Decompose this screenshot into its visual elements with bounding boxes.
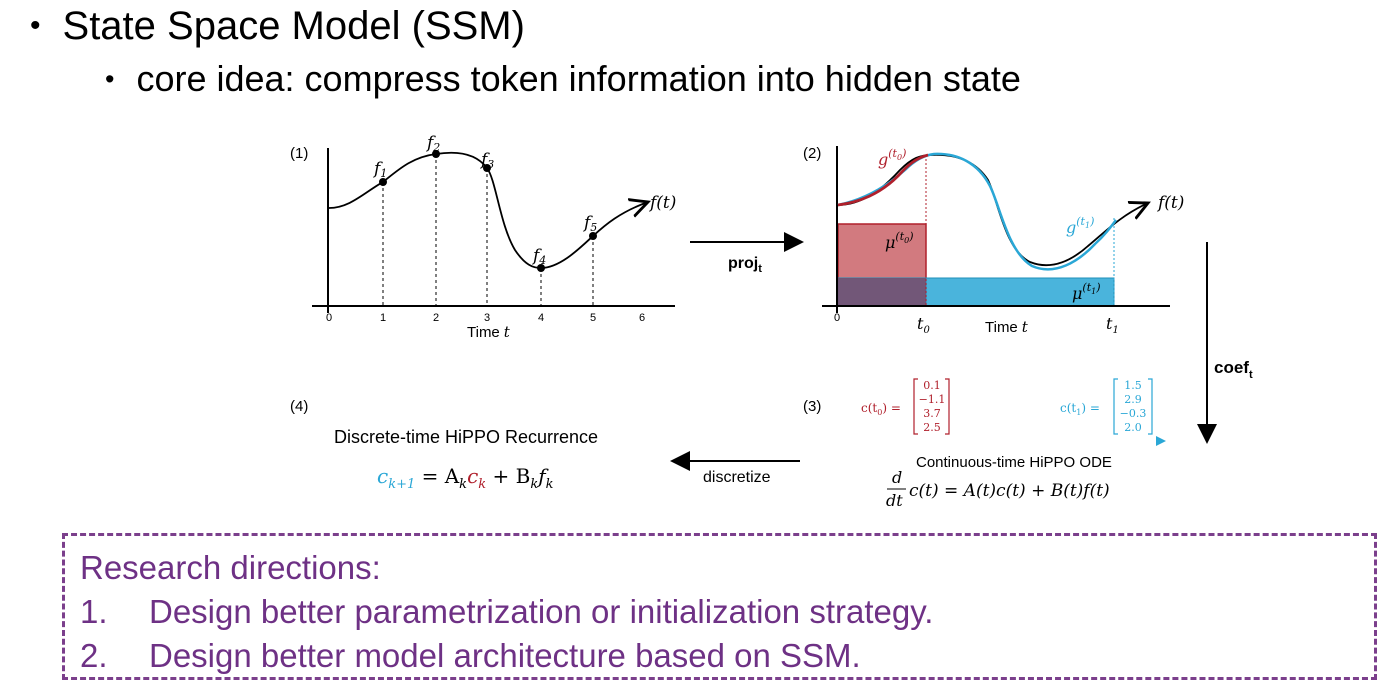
c-t0-label: c(t0) = bbox=[861, 401, 901, 417]
svg-text:1: 1 bbox=[380, 312, 386, 324]
panel-3-label: (3) bbox=[803, 398, 821, 415]
research-item-number: 1. bbox=[80, 593, 108, 630]
panel-3: (3) c(t0) = 0.1 −1.1 3.7 2.5 c(t1) = 1.5… bbox=[803, 378, 1166, 510]
x-ticks: 0 1 2 3 4 5 6 bbox=[326, 312, 645, 324]
research-item-text: Design better parametrization or initial… bbox=[149, 593, 934, 630]
c-t0-vector: 0.1 −1.1 3.7 2.5 bbox=[919, 379, 946, 434]
c-t0-bracket-right bbox=[945, 378, 950, 435]
svg-text:4: 4 bbox=[538, 312, 544, 324]
research-item: 2. Design better model architecture base… bbox=[80, 634, 1374, 678]
sample-labels: f1 f2 f3 f4 f5 bbox=[372, 133, 597, 267]
research-item-text: Design better model architecture based o… bbox=[149, 637, 861, 674]
sub-bullet-text: core idea: compress token information in… bbox=[136, 58, 1021, 99]
recurrence-title: Discrete-time HiPPO Recurrence bbox=[334, 427, 598, 447]
panel-2-label: (2) bbox=[803, 145, 821, 162]
c-t1-bracket-right bbox=[1148, 378, 1153, 435]
discretize-arrow: discretize bbox=[670, 451, 800, 486]
mu-t0-label: μ(t0) bbox=[885, 230, 914, 252]
research-directions-box: Research directions: 1. Design better pa… bbox=[62, 533, 1377, 680]
recurrence-equation: ck+1 = Akck + Bkfk bbox=[377, 464, 554, 492]
svg-text:−0.3: −0.3 bbox=[1120, 407, 1147, 420]
svg-text:−1.1: −1.1 bbox=[919, 393, 946, 406]
ode-d: d bbox=[892, 468, 902, 487]
research-item-number: 2. bbox=[80, 637, 108, 674]
svg-text:f4: f4 bbox=[531, 246, 546, 267]
svg-text:0.1: 0.1 bbox=[923, 379, 941, 392]
c-t1-vector: 1.5 2.9 −0.3 2.0 bbox=[1120, 379, 1147, 434]
svg-text:f5: f5 bbox=[582, 213, 597, 234]
tick-t1: t1 bbox=[1106, 314, 1119, 336]
g-t1-label: g(t1) bbox=[1066, 215, 1094, 237]
bullet-dot: • bbox=[105, 63, 115, 94]
panel-1-label: (1) bbox=[290, 145, 308, 162]
svg-text:2: 2 bbox=[433, 312, 439, 324]
svg-text:1.5: 1.5 bbox=[1124, 379, 1142, 392]
overlap-region bbox=[838, 278, 926, 306]
sample-drops bbox=[382, 154, 594, 306]
svg-text:f2: f2 bbox=[425, 133, 440, 154]
svg-text:2.9: 2.9 bbox=[1124, 393, 1142, 406]
panel-1: (1) f1 f2 f3 f4 f5 f(t) 0 1 2 3 4 bbox=[290, 133, 676, 341]
mu-t1-label: μ(t1) bbox=[1072, 281, 1101, 303]
tick-t0: t0 bbox=[917, 314, 930, 336]
svg-text:f1: f1 bbox=[372, 159, 387, 180]
c-t1-bracket-left bbox=[1113, 378, 1118, 435]
ode-title: Continuous-time HiPPO ODE bbox=[916, 454, 1112, 471]
proj-label: projt bbox=[728, 255, 762, 275]
x-axis-label-2: Time t bbox=[985, 318, 1029, 336]
svg-text:0: 0 bbox=[326, 312, 332, 324]
hippo-diagram: (1) f1 f2 f3 f4 f5 f(t) 0 1 2 3 4 bbox=[290, 133, 1253, 510]
svg-text:6: 6 bbox=[639, 312, 645, 324]
proj-arrow: projt bbox=[690, 232, 804, 275]
panel-2: (2) f(t) g(t0) g(t1) μ(t0) μ(t1) 0 t0 t1… bbox=[803, 145, 1184, 336]
svg-text:3: 3 bbox=[484, 312, 490, 324]
coef-label: coeft bbox=[1214, 358, 1253, 381]
tick-0: 0 bbox=[834, 312, 840, 324]
svg-text:2.0: 2.0 bbox=[1124, 421, 1142, 434]
svg-text:5: 5 bbox=[590, 312, 596, 324]
x-axis-label: Time t bbox=[467, 323, 511, 341]
function-label-2: f(t) bbox=[1156, 193, 1184, 213]
c-t1-label: c(t1) = bbox=[1060, 401, 1100, 417]
research-item: 1. Design better parametrization or init… bbox=[80, 590, 1374, 634]
g-t0-curve bbox=[837, 153, 929, 207]
sub-bullet: • core idea: compress token information … bbox=[105, 58, 1021, 100]
coef-arrow: coeft bbox=[1197, 242, 1253, 444]
sample-points bbox=[379, 150, 597, 272]
bullet-dot: • bbox=[30, 9, 41, 43]
research-heading: Research directions: bbox=[80, 549, 381, 586]
panel-4-label: (4) bbox=[290, 398, 308, 415]
panel-4: (4) Discrete-time HiPPO Recurrence ck+1 … bbox=[290, 398, 598, 492]
svg-text:2.5: 2.5 bbox=[923, 421, 941, 434]
function-label: f(t) bbox=[648, 193, 676, 213]
discretize-label: discretize bbox=[703, 469, 771, 486]
ode-rhs: c(t) = A(t)c(t) + B(t)f(t) bbox=[909, 481, 1110, 501]
svg-text:f3: f3 bbox=[479, 150, 494, 171]
slide-title-text: State Space Model (SSM) bbox=[62, 4, 525, 48]
svg-text:3.7: 3.7 bbox=[923, 407, 941, 420]
ode-dt: dt bbox=[886, 491, 903, 510]
g-t0-label: g(t0) bbox=[878, 147, 906, 169]
slide-title: • State Space Model (SSM) bbox=[30, 4, 525, 49]
c-t0-bracket-left bbox=[913, 378, 918, 435]
